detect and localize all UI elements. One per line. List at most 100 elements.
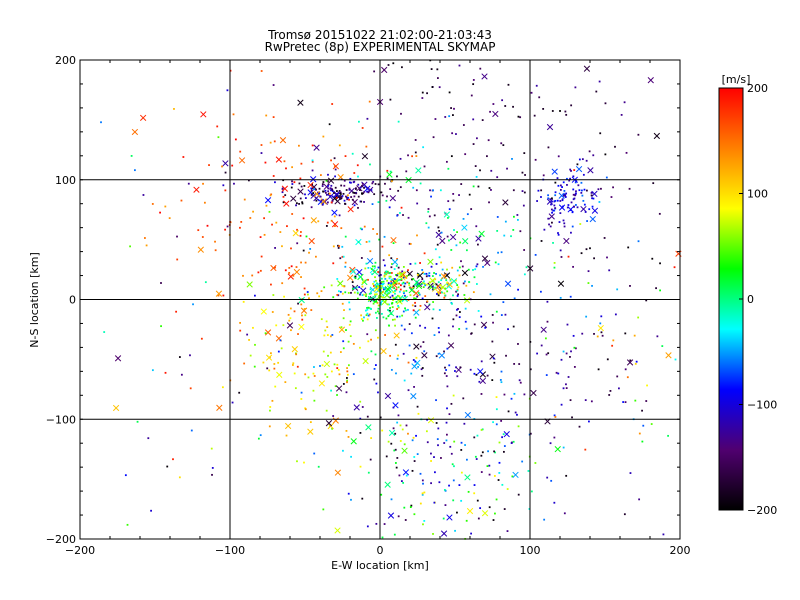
- scatter-point: [408, 282, 411, 285]
- scatter-point: [557, 233, 560, 236]
- scatter-point: [300, 276, 302, 278]
- scatter-point: [450, 402, 453, 405]
- scatter-point: [551, 197, 553, 200]
- scatter-point: [573, 346, 576, 349]
- scatter-point: [283, 160, 286, 163]
- scatter-point: [403, 290, 405, 293]
- scatter-point: [404, 296, 407, 299]
- scatter-cross: [440, 273, 448, 280]
- scatter-point: [346, 381, 348, 384]
- scatter-point: [321, 203, 324, 206]
- scatter-point: [303, 185, 306, 187]
- scatter-point: [394, 462, 397, 464]
- scatter-point: [457, 293, 459, 296]
- scatter-point: [417, 412, 420, 415]
- scatter-point: [374, 293, 376, 296]
- scatter-point: [378, 312, 380, 315]
- scatter-point: [348, 301, 351, 304]
- scatter-point: [572, 175, 575, 178]
- scatter-point: [604, 102, 607, 105]
- scatter-point: [336, 363, 339, 366]
- scatter-point: [409, 294, 412, 297]
- scatter-point: [361, 294, 364, 297]
- scatter-point: [519, 381, 522, 384]
- scatter-point: [430, 68, 433, 70]
- scatter-point: [374, 353, 377, 356]
- scatter-point: [381, 536, 384, 539]
- scatter-point: [337, 368, 340, 371]
- scatter-point: [444, 504, 447, 506]
- scatter-point: [395, 265, 398, 267]
- scatter-point: [566, 177, 568, 180]
- scatter-point: [385, 273, 388, 276]
- scatter-point: [402, 310, 405, 313]
- scatter-point: [253, 365, 256, 368]
- scatter-cross: [331, 209, 338, 216]
- scatter-cross: [333, 190, 340, 198]
- scatter-point: [291, 166, 294, 169]
- scatter-point: [320, 318, 323, 321]
- scatter-cross: [450, 278, 458, 285]
- scatter-point: [395, 466, 398, 469]
- scatter-point: [458, 64, 461, 67]
- scatter-point: [361, 185, 363, 187]
- scatter-point: [387, 440, 390, 443]
- scatter-cross: [435, 231, 442, 238]
- scatter-point: [476, 137, 478, 140]
- scatter-point: [434, 278, 437, 281]
- scatter-point: [298, 202, 300, 205]
- scatter-point: [359, 227, 362, 230]
- scatter-point: [333, 157, 336, 160]
- scatter-point: [549, 225, 552, 228]
- scatter-point: [310, 189, 313, 192]
- scatter-point: [441, 291, 443, 294]
- scatter-point: [398, 315, 401, 318]
- x-tick-label: 0: [377, 544, 384, 557]
- scatter-point: [504, 313, 507, 316]
- scatter-cross: [591, 190, 598, 198]
- scatter-point: [416, 234, 418, 237]
- scatter-point: [557, 232, 559, 234]
- scatter-point: [462, 282, 465, 285]
- scatter-point: [292, 362, 295, 365]
- scatter-point: [269, 406, 272, 408]
- scatter-point: [361, 127, 364, 129]
- scatter-point: [582, 173, 585, 176]
- scatter-point: [516, 214, 519, 216]
- scatter-point: [252, 210, 254, 213]
- scatter-point: [405, 309, 407, 312]
- scatter-point: [376, 282, 378, 285]
- scatter-point: [192, 303, 194, 306]
- scatter-point: [427, 274, 430, 277]
- scatter-point: [435, 272, 437, 275]
- scatter-point: [610, 196, 613, 198]
- scatter-cross: [356, 268, 363, 276]
- scatter-cross: [653, 132, 661, 140]
- scatter-point: [318, 192, 321, 195]
- scatter-point: [313, 399, 316, 402]
- scatter-point: [332, 245, 335, 248]
- scatter-point: [432, 189, 434, 192]
- scatter-point: [434, 248, 437, 251]
- scatter-cross: [292, 230, 299, 237]
- scatter-point: [260, 70, 263, 72]
- scatter-point: [569, 399, 572, 402]
- scatter-point: [304, 193, 306, 196]
- scatter-point: [437, 285, 440, 288]
- scatter-point: [402, 276, 405, 279]
- scatter-point: [473, 276, 476, 279]
- scatter-point: [335, 196, 338, 199]
- scatter-point: [493, 450, 495, 453]
- scatter-point: [510, 235, 512, 238]
- scatter-point: [286, 225, 288, 228]
- scatter-cross: [313, 144, 320, 151]
- scatter-point: [569, 295, 572, 298]
- scatter-point: [451, 266, 454, 269]
- scatter-point: [376, 301, 379, 304]
- scatter-cross: [386, 171, 393, 178]
- scatter-point: [459, 366, 462, 369]
- scatter-point: [347, 292, 350, 294]
- scatter-point: [293, 310, 296, 313]
- scatter-point: [392, 427, 395, 430]
- y-tick-label: 0: [69, 294, 76, 307]
